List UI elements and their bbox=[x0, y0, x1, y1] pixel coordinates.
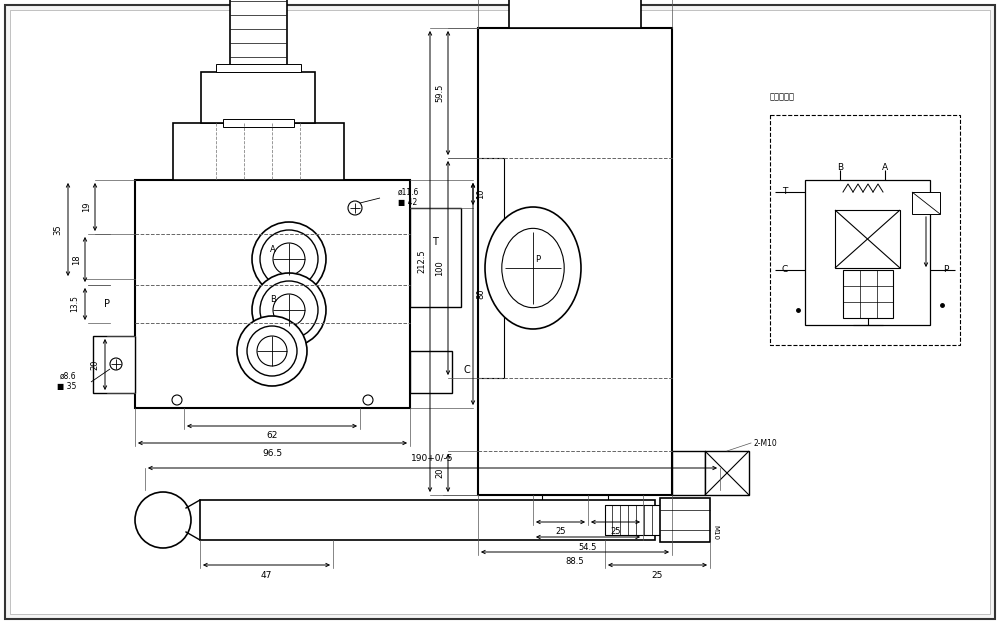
Text: 20: 20 bbox=[90, 359, 100, 370]
Bar bbox=[200, 500, 655, 540]
Text: 25: 25 bbox=[555, 527, 566, 537]
Bar bbox=[216, 64, 301, 72]
Text: T: T bbox=[782, 187, 787, 197]
Text: ■ 42: ■ 42 bbox=[398, 198, 417, 208]
Ellipse shape bbox=[485, 207, 581, 329]
Text: 20: 20 bbox=[436, 468, 444, 478]
Text: 212.5: 212.5 bbox=[418, 250, 426, 273]
Bar bbox=[672, 451, 705, 495]
Text: 59.5: 59.5 bbox=[436, 84, 444, 102]
Circle shape bbox=[252, 273, 326, 347]
Text: B: B bbox=[837, 162, 843, 172]
Text: P: P bbox=[104, 299, 110, 309]
Text: 25: 25 bbox=[610, 527, 621, 537]
Text: 62: 62 bbox=[266, 432, 278, 441]
Text: 19: 19 bbox=[82, 202, 92, 212]
Circle shape bbox=[348, 201, 362, 215]
Bar bbox=[705, 451, 749, 495]
Bar bbox=[660, 498, 710, 542]
Text: T: T bbox=[432, 237, 438, 247]
Bar bbox=[912, 192, 940, 214]
Text: 88.5: 88.5 bbox=[566, 557, 584, 567]
Text: P: P bbox=[535, 255, 541, 265]
Bar bbox=[509, 0, 641, 28]
Text: 13.5: 13.5 bbox=[70, 296, 80, 313]
Bar bbox=[835, 210, 900, 268]
Text: 80: 80 bbox=[477, 289, 486, 300]
Text: 47: 47 bbox=[261, 570, 272, 580]
Circle shape bbox=[237, 316, 307, 386]
Text: 10: 10 bbox=[477, 188, 486, 199]
Text: ø8.6: ø8.6 bbox=[59, 371, 76, 381]
Bar bbox=[843, 270, 893, 318]
Text: 100: 100 bbox=[436, 260, 444, 276]
Bar bbox=[605, 505, 660, 535]
Circle shape bbox=[260, 230, 318, 288]
Circle shape bbox=[273, 243, 305, 275]
Text: A: A bbox=[270, 245, 276, 253]
Text: ø11.6: ø11.6 bbox=[398, 187, 419, 197]
Text: B: B bbox=[270, 296, 276, 305]
Circle shape bbox=[247, 326, 297, 376]
Circle shape bbox=[273, 294, 305, 326]
Bar bbox=[93, 336, 135, 393]
Text: 18: 18 bbox=[72, 254, 82, 265]
Text: A: A bbox=[882, 162, 888, 172]
Bar bbox=[223, 119, 294, 127]
Circle shape bbox=[363, 395, 373, 405]
Text: 25: 25 bbox=[652, 570, 663, 580]
Text: 2-M10: 2-M10 bbox=[754, 439, 778, 447]
Circle shape bbox=[260, 281, 318, 339]
Bar bbox=[770, 115, 960, 345]
Circle shape bbox=[110, 358, 122, 370]
Text: 压差调速阀: 压差调速阀 bbox=[770, 92, 795, 102]
Text: ■ 35: ■ 35 bbox=[57, 381, 76, 391]
Bar bbox=[201, 72, 315, 123]
Text: C: C bbox=[782, 265, 788, 275]
Text: 96.5: 96.5 bbox=[262, 449, 283, 457]
Text: 35: 35 bbox=[54, 224, 62, 235]
Bar bbox=[173, 123, 344, 180]
Text: 190+0/-5: 190+0/-5 bbox=[411, 454, 454, 462]
Text: M10: M10 bbox=[712, 525, 718, 540]
Bar bbox=[410, 351, 452, 393]
Bar bbox=[135, 180, 410, 408]
Bar bbox=[478, 158, 504, 378]
Bar bbox=[542, 495, 608, 507]
Circle shape bbox=[252, 222, 326, 296]
Bar bbox=[478, 28, 672, 495]
Circle shape bbox=[135, 492, 191, 548]
Text: 54.5: 54.5 bbox=[579, 542, 597, 552]
Ellipse shape bbox=[502, 228, 564, 308]
Bar bbox=[230, 0, 287, 72]
Text: P: P bbox=[943, 265, 948, 275]
Text: C: C bbox=[464, 365, 470, 375]
Bar bbox=[805, 180, 930, 325]
Circle shape bbox=[257, 336, 287, 366]
Circle shape bbox=[172, 395, 182, 405]
Bar bbox=[410, 208, 461, 307]
